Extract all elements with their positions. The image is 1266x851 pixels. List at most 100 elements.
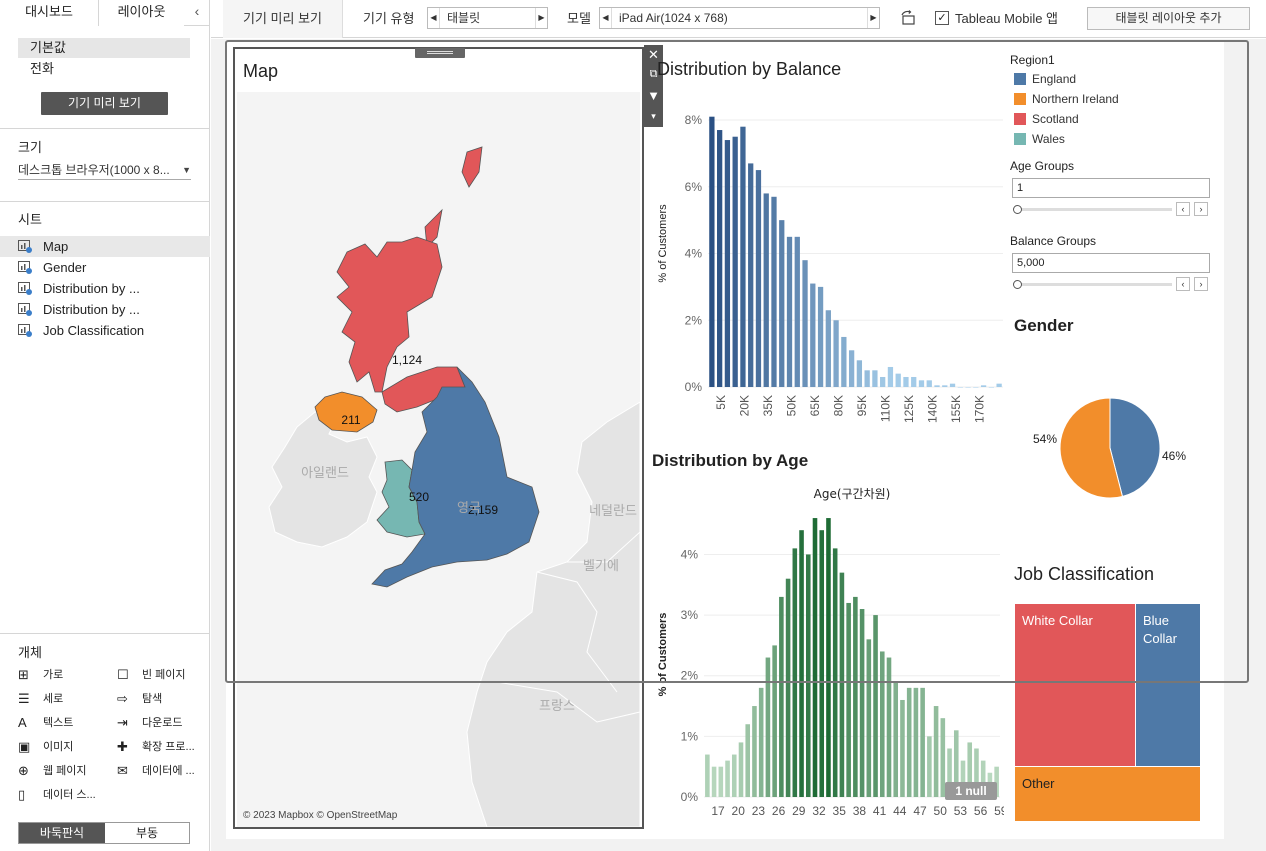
bar[interactable]	[794, 236, 800, 387]
bar[interactable]	[705, 754, 710, 797]
bar[interactable]	[920, 687, 925, 797]
age-groups-input[interactable]: 1	[1012, 178, 1210, 198]
rotate-device-icon[interactable]	[898, 9, 918, 29]
bar[interactable]	[745, 724, 751, 797]
bar[interactable]	[839, 572, 845, 797]
bar[interactable]	[755, 170, 762, 387]
treemap-blue-collar[interactable]: Blue Collar	[1136, 604, 1200, 766]
object-item[interactable]: ☰ 세로	[18, 690, 113, 708]
bar[interactable]	[802, 260, 808, 387]
bar[interactable]	[826, 518, 831, 797]
bar[interactable]	[967, 742, 973, 797]
object-item[interactable]: ⇨ 탐색	[117, 690, 207, 708]
bar[interactable]	[965, 387, 971, 388]
object-item[interactable]: ✉ 데이터에 ...	[117, 762, 207, 780]
bar[interactable]	[819, 530, 825, 797]
collapse-sidebar-icon[interactable]: ‹	[194, 3, 200, 19]
pie-slice[interactable]	[1109, 397, 1161, 498]
bar[interactable]	[873, 615, 878, 797]
bar[interactable]	[725, 760, 730, 797]
age-groups-slider[interactable]	[1020, 208, 1172, 211]
bar[interactable]	[856, 360, 863, 387]
object-item[interactable]: ☐ 빈 페이지	[117, 666, 207, 684]
sheet-item[interactable]: Map	[0, 236, 210, 257]
bar[interactable]	[792, 548, 798, 797]
sheet-item[interactable]: Distribution by ...	[0, 299, 210, 320]
age-chart[interactable]: 0% 1% 2% 3% 4% % of Customers 17 20 23 26 29 32 35 38…	[652, 482, 1004, 827]
bar[interactable]	[740, 126, 746, 387]
region-scotland[interactable]	[336, 236, 443, 393]
bar[interactable]	[763, 193, 769, 387]
bar[interactable]	[926, 380, 932, 387]
sheet-item[interactable]: Distribution by ...	[0, 278, 210, 299]
bar[interactable]	[817, 286, 824, 387]
filter-icon[interactable]: ▼	[647, 88, 660, 103]
bar[interactable]	[887, 366, 894, 387]
device-preview-button[interactable]: 기기 미리 보기	[41, 92, 168, 115]
device-default[interactable]: 기본값	[18, 38, 190, 58]
device-phone[interactable]: 전화	[30, 61, 54, 76]
bar[interactable]	[895, 373, 901, 387]
tab-dashboard[interactable]: 대시보드	[0, 0, 98, 26]
bar[interactable]	[853, 596, 858, 797]
region-scotland[interactable]	[461, 146, 483, 188]
next-arrow-icon[interactable]: ▶	[535, 8, 547, 28]
bar[interactable]	[906, 687, 912, 797]
bar[interactable]	[771, 196, 777, 387]
bar[interactable]	[786, 236, 793, 387]
gender-pie[interactable]	[1058, 396, 1162, 500]
bar[interactable]	[724, 140, 731, 387]
bar[interactable]	[942, 385, 948, 387]
bar[interactable]	[709, 116, 715, 388]
preview-label[interactable]: 기기 미리 보기	[223, 0, 343, 38]
bar[interactable]	[933, 706, 939, 797]
treemap-white-collar[interactable]: White Collar	[1015, 604, 1135, 766]
increment-icon[interactable]: ›	[1194, 277, 1208, 291]
bar[interactable]	[934, 385, 940, 387]
mobile-app-checkbox[interactable]: ✓	[935, 11, 949, 25]
open-sheet-icon[interactable]: ⧉	[649, 68, 658, 80]
object-item[interactable]: A 텍스트	[18, 714, 113, 732]
bar[interactable]	[880, 376, 886, 387]
object-item[interactable]: ⊕ 웹 페이지	[18, 762, 113, 780]
bar[interactable]	[848, 350, 855, 387]
bar[interactable]	[957, 387, 963, 388]
bar[interactable]	[785, 578, 791, 797]
bar[interactable]	[711, 766, 717, 797]
object-item[interactable]: ▣ 이미지	[18, 738, 113, 756]
next-arrow-icon[interactable]: ▶	[867, 8, 879, 28]
device-type-stepper[interactable]: ◀ 태블릿 ▶	[427, 7, 548, 29]
bar[interactable]	[996, 383, 1002, 387]
decrement-icon[interactable]: ‹	[1176, 277, 1190, 291]
bar[interactable]	[988, 387, 994, 388]
bar[interactable]	[864, 370, 870, 387]
bar[interactable]	[940, 718, 946, 797]
null-indicator[interactable]: 1 null	[945, 782, 997, 800]
floating-button[interactable]: 부동	[135, 826, 159, 840]
pie-slice[interactable]	[1059, 397, 1124, 499]
bar[interactable]	[903, 376, 909, 387]
bar[interactable]	[833, 320, 839, 387]
bar[interactable]	[859, 609, 865, 797]
bar[interactable]	[758, 687, 764, 797]
prev-arrow-icon[interactable]: ◀	[600, 8, 612, 28]
tiled-button[interactable]: 바둑판식	[19, 823, 105, 843]
bar[interactable]	[779, 220, 785, 387]
sheet-item[interactable]: Job Classification	[0, 320, 210, 341]
bar[interactable]	[799, 530, 804, 797]
bar[interactable]	[973, 387, 979, 388]
bar[interactable]	[960, 760, 966, 797]
treemap-other[interactable]: Other	[1015, 767, 1200, 821]
bar[interactable]	[717, 130, 723, 387]
increment-icon[interactable]: ›	[1194, 202, 1208, 216]
balance-groups-input[interactable]: 5,000	[1012, 253, 1210, 273]
balance-slider-thumb[interactable]	[1013, 280, 1022, 289]
tab-layout[interactable]: 레이아웃	[98, 0, 184, 26]
bar[interactable]	[718, 766, 724, 797]
bar[interactable]	[879, 651, 885, 797]
prev-arrow-icon[interactable]: ◀	[428, 8, 440, 28]
bar[interactable]	[980, 385, 987, 387]
bar[interactable]	[846, 602, 851, 797]
object-item[interactable]: ⇥ 다운로드	[117, 714, 207, 732]
bar[interactable]	[748, 163, 754, 387]
